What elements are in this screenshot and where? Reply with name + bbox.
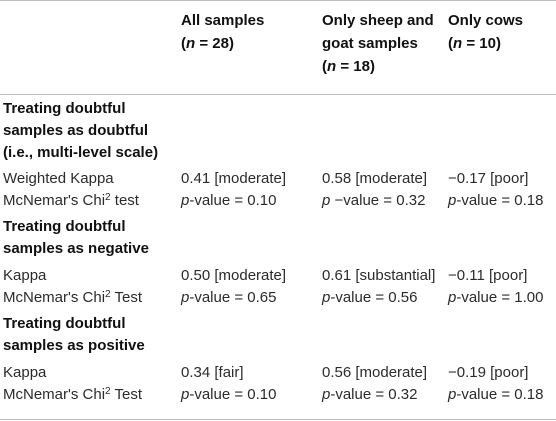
p-value-cell: p −value = 0.32 [322, 192, 426, 209]
table-cell: −0.11 [poor] [448, 267, 528, 284]
header-sheep-goat-n: (n = 18) [322, 58, 375, 75]
section-title: (i.e., multi-level scale) [3, 144, 159, 161]
header-sheep-goat-line2: goat samples [322, 35, 418, 52]
table-cell: 0.58 [moderate] [322, 170, 428, 187]
row-label: McNemar's Chi2 Test [3, 289, 143, 306]
header-sheep-goat-line1: Only sheep and [322, 12, 434, 29]
table-top-rule [0, 0, 556, 1]
section-title: samples as negative [3, 240, 149, 257]
row-label: Kappa [3, 364, 47, 381]
table-cell: 0.34 [fair] [181, 364, 244, 381]
p-value-cell: p-value = 0.10 [181, 192, 277, 209]
header-rule [0, 94, 556, 95]
header-all-samples-line1: All samples [181, 12, 265, 29]
table-bottom-rule [0, 419, 556, 420]
table-cell: −0.19 [poor] [448, 364, 529, 381]
section-title: samples as doubtful [3, 122, 149, 139]
table-cell: 0.61 [substantial] [322, 267, 436, 284]
p-value-cell: p-value = 1.00 [448, 289, 544, 306]
section-title: Treating doubtful [3, 315, 126, 332]
row-label: Weighted Kappa [3, 170, 114, 187]
p-value-cell: p-value = 0.32 [322, 386, 418, 403]
section-title: Treating doubtful [3, 218, 126, 235]
table-cell: 0.56 [moderate] [322, 364, 428, 381]
table-cell: 0.41 [moderate] [181, 170, 287, 187]
table-cell: −0.17 [poor] [448, 170, 529, 187]
row-label: McNemar's Chi2 test [3, 192, 139, 209]
p-value-cell: p-value = 0.18 [448, 192, 544, 209]
row-label: Kappa [3, 267, 47, 284]
p-value-cell: p-value = 0.18 [448, 386, 544, 403]
header-cows-n: (n = 10) [448, 35, 501, 52]
table-cell: 0.50 [moderate] [181, 267, 287, 284]
p-value-cell: p-value = 0.10 [181, 386, 277, 403]
section-title: samples as positive [3, 337, 145, 354]
p-value-cell: p-value = 0.56 [322, 289, 418, 306]
header-all-samples-n: (n = 28) [181, 35, 234, 52]
row-label: McNemar's Chi2 Test [3, 386, 143, 403]
header-cows-line1: Only cows [448, 12, 524, 29]
section-title: Treating doubtful [3, 100, 126, 117]
p-value-cell: p-value = 0.65 [181, 289, 277, 306]
